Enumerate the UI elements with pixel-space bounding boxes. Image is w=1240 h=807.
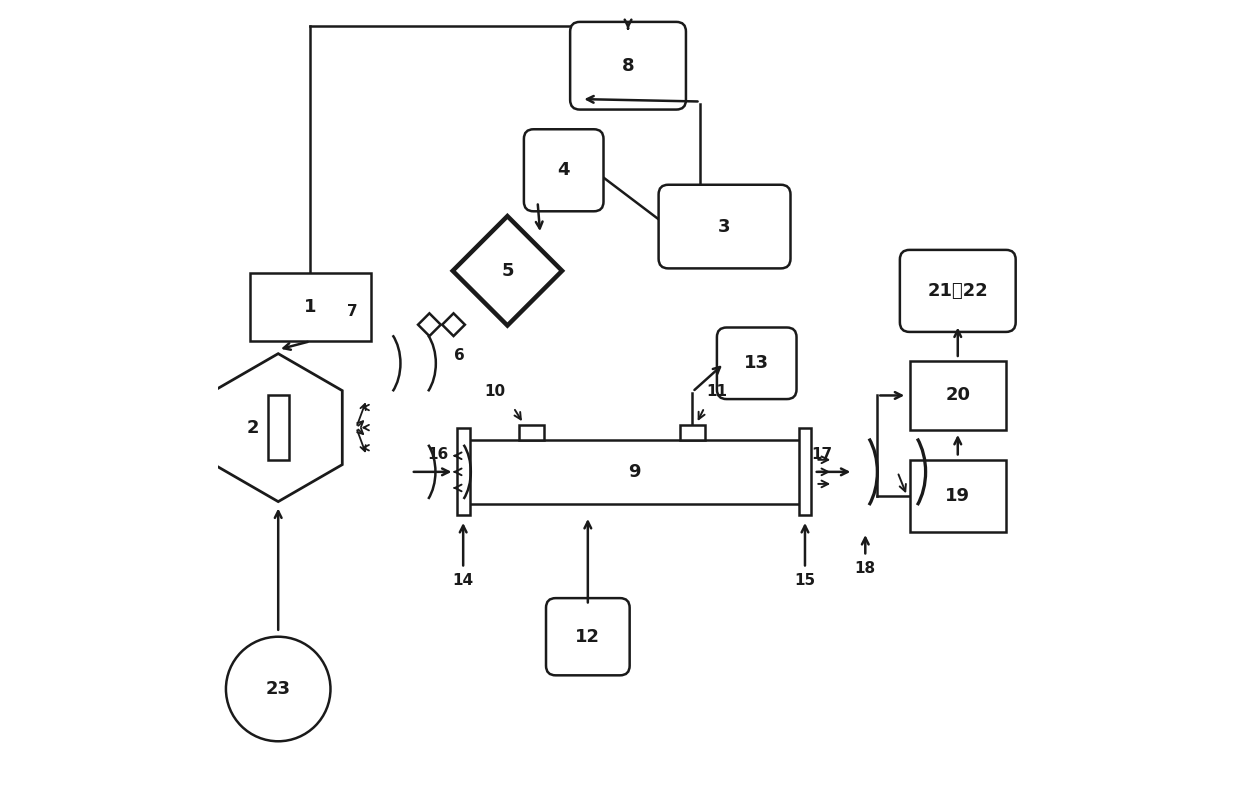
Bar: [909, 362, 1006, 429]
Text: 11: 11: [706, 384, 727, 399]
Bar: [680, 425, 706, 440]
Bar: [268, 395, 289, 460]
Text: 10: 10: [485, 384, 506, 399]
Bar: [909, 460, 1006, 532]
Text: 16: 16: [427, 446, 448, 462]
Polygon shape: [215, 353, 342, 502]
Text: 7: 7: [347, 303, 357, 319]
Polygon shape: [453, 216, 562, 325]
Bar: [799, 429, 811, 516]
FancyBboxPatch shape: [523, 129, 604, 211]
Text: 3: 3: [718, 218, 730, 236]
FancyBboxPatch shape: [900, 250, 1016, 332]
Text: 6: 6: [454, 348, 465, 363]
Text: 19: 19: [945, 487, 970, 505]
Circle shape: [226, 637, 331, 742]
FancyBboxPatch shape: [717, 328, 796, 399]
FancyBboxPatch shape: [658, 185, 790, 269]
Bar: [518, 425, 544, 440]
Text: 20: 20: [945, 387, 970, 404]
Text: 2: 2: [247, 419, 259, 437]
Text: 8: 8: [621, 56, 635, 75]
Text: 12: 12: [575, 628, 600, 646]
Bar: [456, 429, 470, 516]
Bar: [250, 273, 371, 341]
FancyBboxPatch shape: [546, 598, 630, 675]
Text: 9: 9: [627, 463, 640, 481]
Text: 15: 15: [795, 573, 816, 588]
Text: 1: 1: [304, 298, 316, 316]
Text: 5: 5: [501, 261, 513, 280]
Bar: [418, 313, 440, 336]
Text: 18: 18: [854, 561, 875, 576]
Text: 4: 4: [558, 161, 570, 179]
Text: 21、22: 21、22: [928, 282, 988, 300]
FancyBboxPatch shape: [570, 22, 686, 110]
Text: 23: 23: [265, 680, 290, 698]
Text: 17: 17: [811, 446, 832, 462]
Bar: [443, 313, 465, 336]
Text: 14: 14: [453, 573, 474, 588]
Text: 13: 13: [744, 354, 769, 372]
